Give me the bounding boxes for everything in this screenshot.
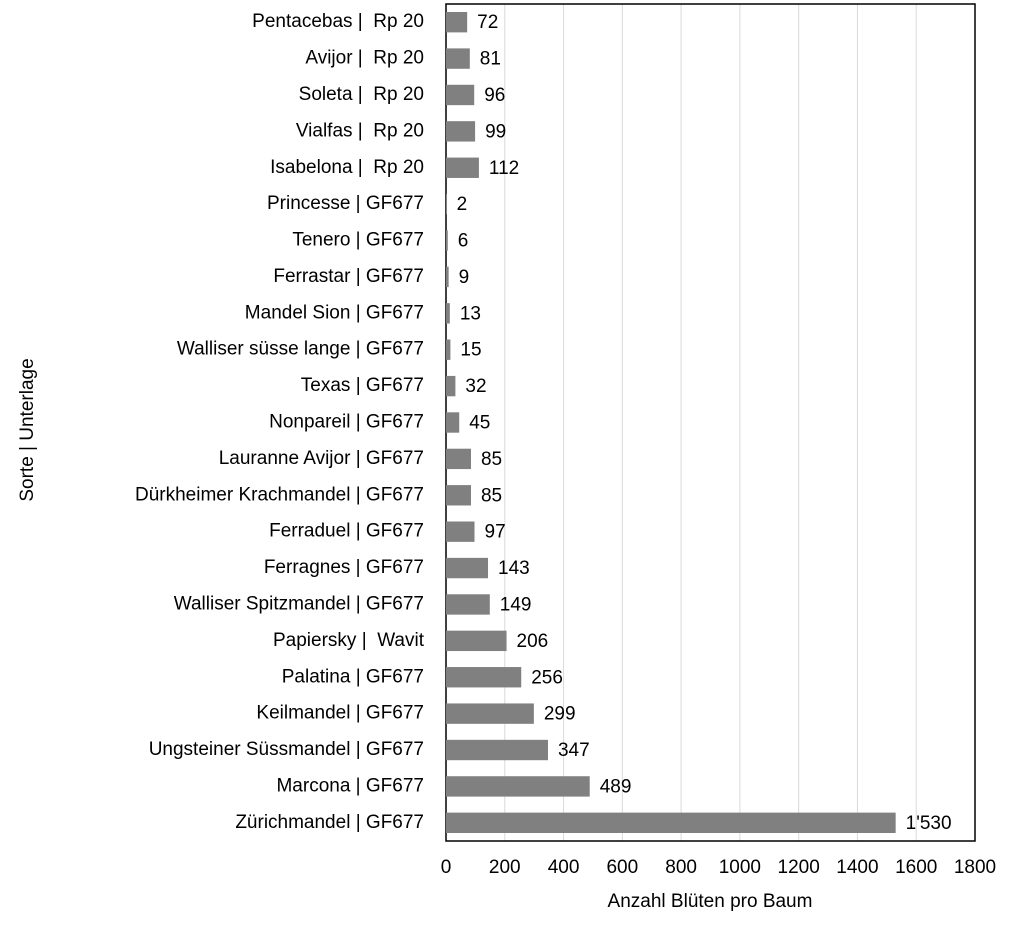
bar [446, 557, 489, 579]
bar [446, 193, 447, 215]
data-label: 112 [489, 158, 519, 179]
data-label: 206 [517, 631, 549, 652]
y-tick-label: Texas | GF677 [301, 375, 424, 396]
y-tick-label: Palatina | GF677 [282, 666, 424, 687]
y-tick-label: Nonpareil | GF677 [269, 412, 424, 433]
y-tick-label: Walliser Spitzmandel | GF677 [174, 593, 424, 614]
bar [446, 48, 470, 69]
bar [446, 12, 468, 33]
data-label: 299 [544, 704, 576, 725]
y-tick-label: Ferrastar | GF677 [273, 266, 424, 287]
y-tick-label: Zürichmandel | GF677 [235, 812, 424, 833]
x-axis-title: Anzahl Blüten pro Baum [608, 891, 813, 912]
y-tick-label: Pentacebas | Rp 20 [252, 11, 424, 32]
bar [446, 521, 475, 542]
y-tick-label: Papiersky | Wavit [273, 630, 425, 651]
bar [446, 157, 479, 178]
y-axis-title: Sorte | Unterlage [17, 358, 38, 501]
x-tick-label: 1400 [836, 857, 878, 878]
bar [446, 776, 590, 797]
x-tick-label: 400 [548, 857, 580, 878]
data-label: 6 [458, 231, 469, 252]
y-tick-label: Vialfas | Rp 20 [296, 120, 424, 141]
bar [446, 339, 451, 360]
data-label: 13 [460, 303, 481, 324]
x-tick-label: 1600 [895, 857, 937, 878]
bar [446, 667, 522, 688]
bar [446, 412, 460, 433]
data-label: 9 [459, 267, 470, 288]
bar [446, 303, 450, 324]
data-label: 96 [484, 85, 505, 106]
x-tick-label: 600 [606, 857, 638, 878]
bar [446, 485, 471, 506]
data-label: 2 [457, 194, 468, 215]
bar [446, 230, 448, 251]
y-tick-label: Princesse | GF677 [267, 193, 424, 214]
x-tick-label: 800 [665, 857, 697, 878]
y-tick-label: Ferraduel | GF677 [269, 521, 424, 542]
bar [446, 594, 490, 615]
data-label: 72 [477, 12, 498, 33]
bar [446, 121, 476, 142]
data-label: 347 [558, 740, 590, 761]
data-label: 85 [481, 485, 502, 506]
bar [446, 448, 471, 470]
y-tick-label: Dürkheimer Krachmandel | GF677 [135, 484, 424, 505]
x-tick-label: 1000 [719, 857, 761, 878]
y-tick-label: Isabelona | Rp 20 [270, 157, 424, 178]
data-label: 149 [500, 594, 532, 615]
y-tick-label: Lauranne Avijor | GF677 [219, 448, 424, 469]
x-tick-label: 200 [489, 857, 521, 878]
bar [446, 84, 475, 106]
bar [446, 739, 548, 761]
y-tick-label: Marcona | GF677 [276, 775, 424, 796]
data-label: 143 [498, 558, 530, 579]
y-tick-label: Soleta | Rp 20 [299, 84, 424, 105]
x-tick-label: 0 [441, 857, 452, 878]
data-label: 32 [465, 376, 486, 397]
data-label: 85 [481, 449, 502, 470]
y-tick-label: Avijor | Rp 20 [305, 48, 424, 69]
data-label: 99 [485, 121, 506, 142]
data-label: 97 [485, 522, 506, 543]
data-label: 81 [480, 49, 501, 70]
y-tick-label: Walliser süsse lange | GF677 [177, 339, 424, 360]
bar [446, 703, 534, 724]
y-tick-label: Tenero | GF677 [292, 230, 424, 251]
y-tick-label: Ungsteiner Süssmandel | GF677 [149, 739, 424, 760]
x-tick-label: 1800 [954, 857, 996, 878]
data-label: 15 [460, 340, 481, 361]
data-label: 45 [469, 413, 490, 434]
y-tick-label: Keilmandel | GF677 [256, 703, 424, 724]
bar [446, 630, 507, 652]
data-label: 1'530 [906, 813, 952, 834]
data-label: 489 [600, 776, 632, 797]
y-tick-label: Mandel Sion | GF677 [245, 302, 424, 323]
y-tick-label: Ferragnes | GF677 [264, 557, 424, 578]
x-tick-label: 1200 [778, 857, 820, 878]
data-label: 256 [531, 667, 563, 688]
bar [446, 375, 456, 397]
bar [446, 266, 449, 288]
bar [446, 812, 896, 833]
